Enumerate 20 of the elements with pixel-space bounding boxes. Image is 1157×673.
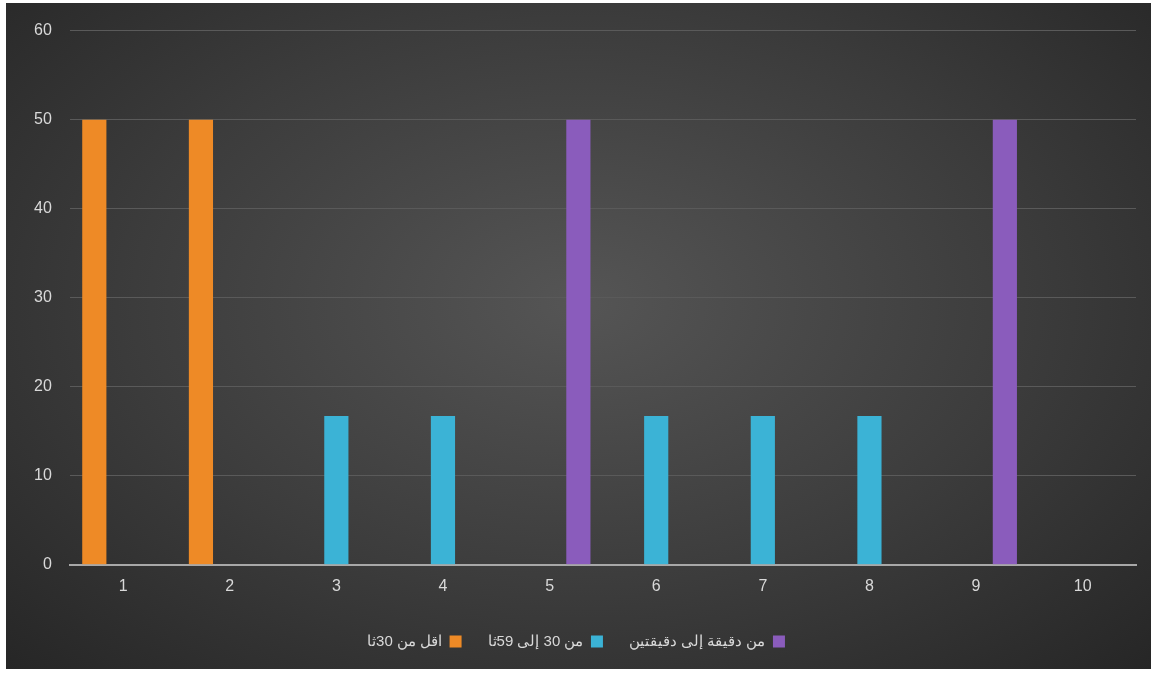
x-tick-label: 10 [1073, 576, 1092, 594]
x-tick-label: 2 [225, 576, 235, 594]
y-tick-label: 20 [34, 377, 52, 395]
x-tick-label: 5 [545, 576, 555, 594]
y-tick-label: 40 [34, 199, 52, 217]
x-tick-label: 8 [865, 576, 874, 594]
x-tick-label: 3 [331, 576, 341, 594]
x-tick-label: 7 [758, 576, 768, 594]
legend-label: اقل من 30ثا [367, 631, 443, 650]
y-tick-label: 30 [34, 288, 52, 306]
y-tick-label: 50 [34, 110, 52, 128]
x-tick-label: 4 [438, 576, 448, 594]
y-tick-label: 60 [34, 21, 52, 39]
legend-label: من دقيقة إلى دقيقتين [628, 631, 766, 650]
y-tick-label: 10 [34, 466, 52, 484]
legend-label: من 30 إلى 59ثا [487, 631, 584, 650]
x-tick-label: 6 [651, 576, 661, 594]
x-tick-label: 9 [971, 576, 981, 594]
y-tick-label: 0 [42, 555, 52, 573]
x-tick-label: 1 [118, 576, 128, 594]
